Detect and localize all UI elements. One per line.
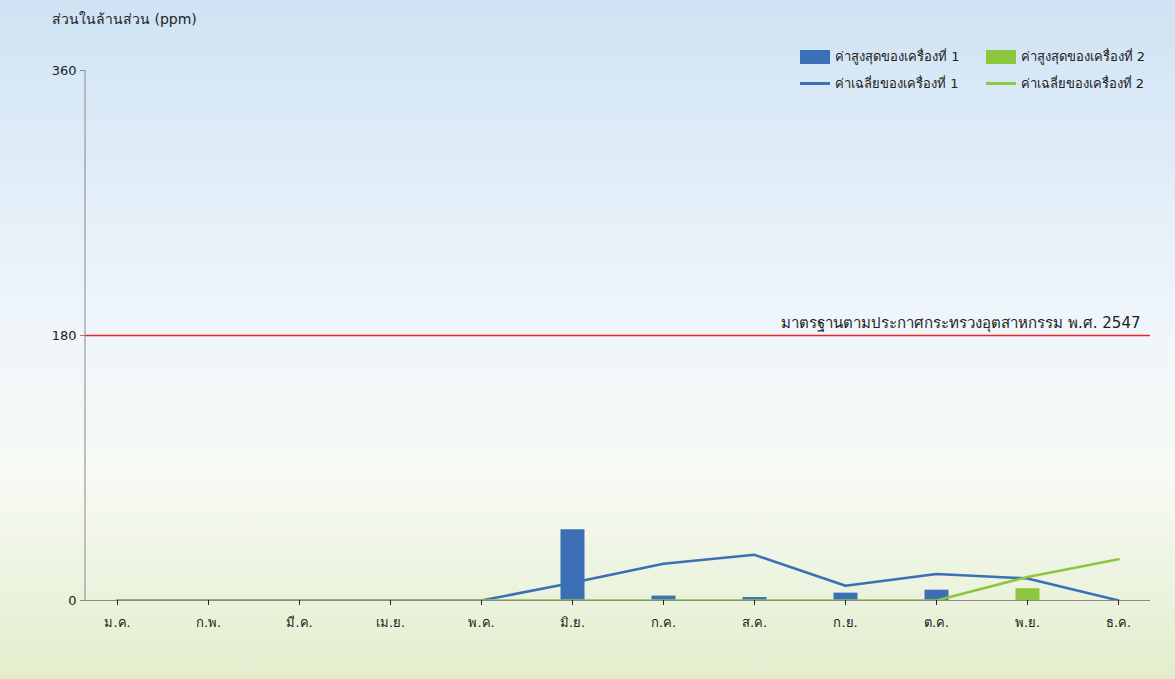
svg-text:พ.ย.: พ.ย.: [1015, 615, 1040, 630]
svg-text:ก.ค.: ก.ค.: [651, 615, 676, 630]
svg-text:ก.ย.: ก.ย.: [833, 615, 857, 630]
svg-text:พ.ค.: พ.ค.: [468, 615, 494, 630]
svg-text:มี.ค.: มี.ค.: [286, 615, 312, 630]
svg-text:ธ.ค.: ธ.ค.: [1106, 615, 1131, 630]
svg-text:ต.ค.: ต.ค.: [924, 615, 949, 630]
html-text:ค่าสูงสุดของเครื่องที่ 2: ค่าสูงสุดของเครื่องที่ 2: [1020, 49, 1145, 64]
html-text:ค่าเฉลี่ยของเครื่องที่ 1: ค่าเฉลี่ยของเครื่องที่ 1: [835, 76, 959, 91]
html-text:ค่าเฉลี่ยของเครื่องที่ 2: ค่าเฉลี่ยของเครื่องที่ 2: [1020, 76, 1144, 91]
html-text:ส่วนในล้านส่วน (ppm): ส่วนในล้านส่วน (ppm): [52, 11, 197, 27]
svg-text:มิ.ย.: มิ.ย.: [560, 615, 585, 630]
svg-text:0: 0: [68, 593, 76, 608]
svg-text:เม.ย.: เม.ย.: [376, 615, 405, 630]
html-text:ค่าสูงสุดของเครื่องที่ 1: ค่าสูงสุดของเครื่องที่ 1: [835, 49, 960, 64]
svg-text:ก.พ.: ก.พ.: [196, 615, 221, 630]
svg-text:180: 180: [52, 328, 77, 343]
svg-text:360: 360: [52, 63, 77, 78]
svg-text:มาตรฐานตามประกาศกระทรวงอุตสาหก: มาตรฐานตามประกาศกระทรวงอุตสาหกรรม พ.ศ. 2…: [781, 314, 1140, 333]
svg-text:ส.ค.: ส.ค.: [742, 615, 767, 630]
svg-text:ม.ค.: ม.ค.: [104, 615, 130, 630]
